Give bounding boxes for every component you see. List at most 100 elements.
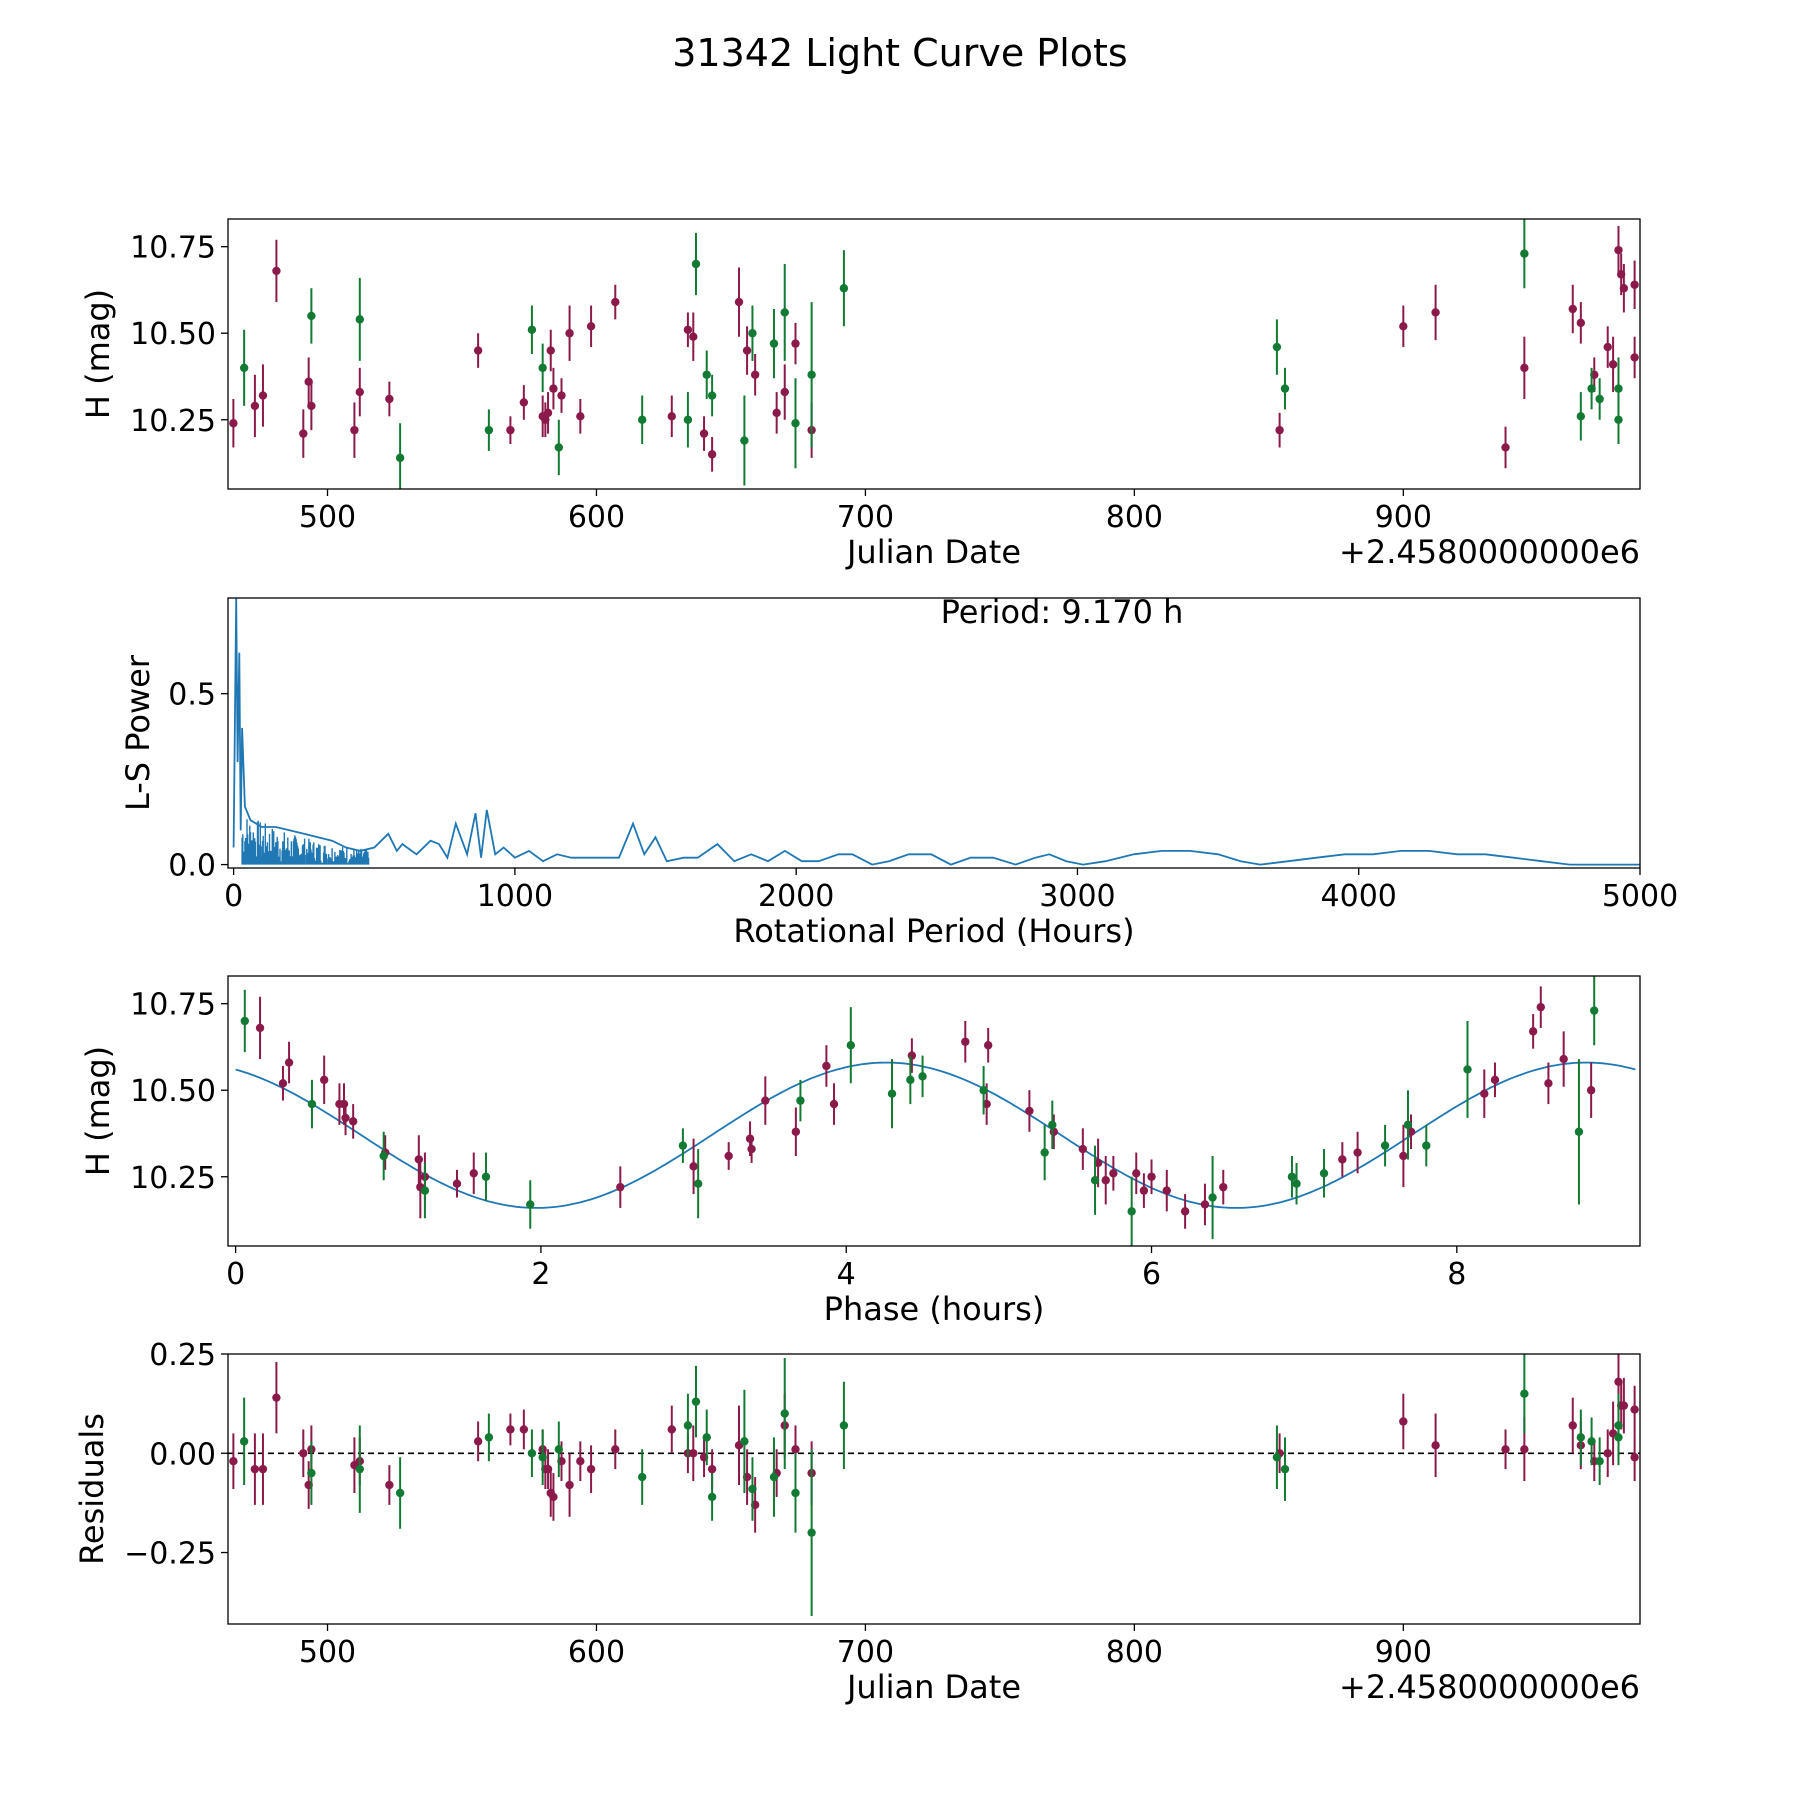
phased-point [1091,1176,1099,1184]
lightcurve-point [781,308,789,316]
lightcurve-point [748,329,756,337]
phased-point [1292,1179,1300,1187]
residuals-point [259,1465,267,1473]
phased-point [1109,1169,1117,1177]
residuals-xtick-label: 600 [568,1635,625,1670]
residuals-xtick-label: 900 [1375,1635,1432,1670]
lightcurve-point [385,395,393,403]
phased-point [984,1041,992,1049]
periodogram-annotation: Period: 9.170 h [941,593,1184,631]
phased-point [1140,1186,1148,1194]
lightcurve-point [240,364,248,372]
lightcurve-point [1431,308,1439,316]
lightcurve-xtick-label: 600 [568,500,625,535]
periodogram-xtick-label: 5000 [1602,879,1678,914]
phased-point [1544,1079,1552,1087]
periodogram-ytick-label: 0.0 [168,849,216,884]
phased-point [526,1200,534,1208]
phased-point [822,1062,830,1070]
phased-xlabel: Phase (hours) [824,1290,1045,1328]
lightcurve-point [751,371,759,379]
residuals-point [506,1425,514,1433]
periodogram-xtick-label: 4000 [1321,879,1397,914]
lightcurve-point [770,339,778,347]
residuals-point [703,1433,711,1441]
residuals-point [565,1481,573,1489]
lightcurve-point [611,298,619,306]
phased-ylabel: H (mag) [79,1046,117,1176]
phased-xtick-label: 2 [531,1257,550,1292]
phased-point [908,1051,916,1059]
residuals-point [689,1449,697,1457]
residuals-point [684,1421,692,1429]
residuals-xtick-label: 700 [837,1635,894,1670]
phased-point [1040,1148,1048,1156]
lightcurve-point [772,409,780,417]
phased-point [689,1162,697,1170]
phased-ytick-label: 10.25 [130,1161,216,1196]
phased-point [918,1072,926,1080]
lightcurve-point [1587,384,1595,392]
lightcurve-point [1281,384,1289,392]
residuals-point [791,1489,799,1497]
lightcurve-point [356,388,364,396]
residuals-xtick-label: 800 [1106,1635,1163,1670]
residuals-point [251,1465,259,1473]
lightcurve-point [708,391,716,399]
lightcurve-xtick-label: 800 [1106,500,1163,535]
figure-title: 31342 Light Curve Plots [672,31,1127,75]
residuals-point [807,1528,815,1536]
residuals-point [528,1449,536,1457]
phased-point [1353,1148,1361,1156]
residuals-point [272,1393,280,1401]
periodogram-ytick-label: 0.5 [168,678,216,713]
phased-point [1201,1200,1209,1208]
lightcurve-point [1614,416,1622,424]
residuals-point [1569,1421,1577,1429]
residuals-point [638,1473,646,1481]
phased-point [1491,1076,1499,1084]
lightcurve-point [259,391,267,399]
residuals-ytick-label: −0.25 [124,1537,216,1572]
lightcurve-point [1577,412,1585,420]
phased-point [906,1076,914,1084]
lightcurve-point [549,384,557,392]
residuals-point [1577,1433,1585,1441]
periodogram-xtick-label: 2000 [758,879,834,914]
lightcurve-point [251,402,259,410]
phased-point [1147,1173,1155,1181]
phased-point [1422,1141,1430,1149]
phased-xtick-label: 4 [837,1257,856,1292]
lightcurve-point [396,454,404,462]
phased-point [830,1100,838,1108]
phased-ytick-label: 10.50 [130,1074,216,1109]
residuals-xlabel: Julian Date [845,1668,1021,1706]
phased-point [961,1038,969,1046]
residuals-point [1630,1453,1638,1461]
lightcurve-point [506,426,514,434]
phased-point [1399,1152,1407,1160]
lightcurve-point [1614,384,1622,392]
periodogram-xtick-label: 3000 [1039,879,1115,914]
lightcurve-point [544,409,552,417]
residuals-point [1604,1449,1612,1457]
lightcurve-point [1609,360,1617,368]
phased-point [341,1114,349,1122]
residuals-point [748,1485,756,1493]
lightcurve-ylabel: H (mag) [79,289,117,419]
periodogram-xlabel: Rotational Period (Hours) [733,912,1134,950]
phased-point [1079,1145,1087,1153]
residuals-ylabel: Residuals [73,1413,111,1565]
lightcurve-point [708,450,716,458]
lightcurve-point [689,332,697,340]
residuals-point [740,1437,748,1445]
lightcurve-point [1399,322,1407,330]
phased-point [340,1100,348,1108]
lightcurve-point [692,260,700,268]
phased-point [792,1128,800,1136]
periodogram-ylabel: L-S Power [119,654,157,811]
lightcurve-point [740,436,748,444]
phased-point [1463,1065,1471,1073]
phased-point [1338,1155,1346,1163]
residuals-point [708,1493,716,1501]
